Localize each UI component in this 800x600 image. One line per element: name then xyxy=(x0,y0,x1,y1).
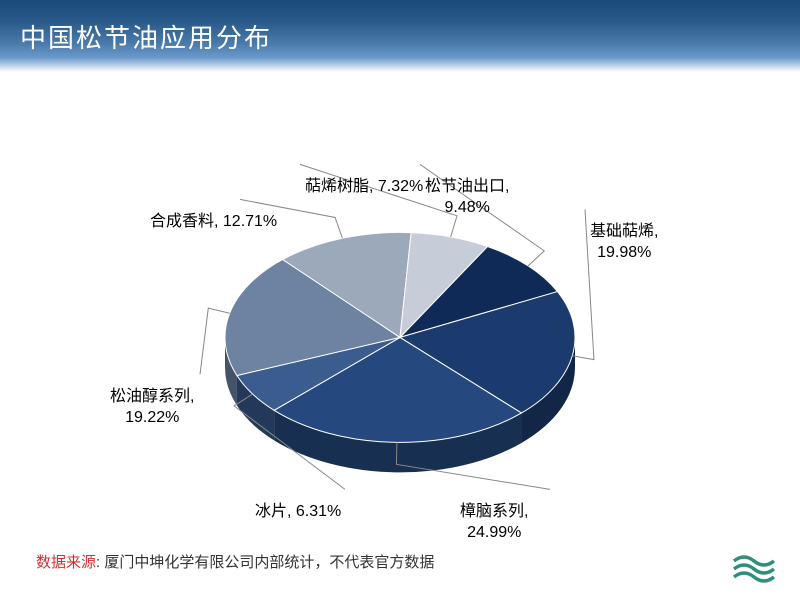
slice-label: 基础萜烯,19.98% xyxy=(590,222,658,264)
slice-label: 松节油出口,9.48% xyxy=(425,177,509,219)
slice-label: 松油醇系列,19.22% xyxy=(110,387,194,429)
company-logo-icon xyxy=(732,551,776,588)
slice-label: 樟脑系列, 24.99% xyxy=(460,502,528,544)
pie-chart: 松节油出口,9.48%基础萜烯,19.98%樟脑系列, 24.99%冰片, 6.… xyxy=(0,72,800,522)
source-text: : 厦门中坤化学有限公司内部统计，不代表官方数据 xyxy=(96,554,434,571)
pie-svg xyxy=(0,47,800,567)
data-source: 数据来源: 厦门中坤化学有限公司内部统计，不代表官方数据 xyxy=(36,551,434,572)
source-label: 数据来源 xyxy=(36,554,96,571)
slice-label: 萜烯树脂, 7.32% xyxy=(305,177,423,198)
slice-label: 冰片, 6.31% xyxy=(255,502,341,523)
page-title: 中国松节油应用分布 xyxy=(20,18,272,55)
slice-label: 合成香料, 12.71% xyxy=(150,212,277,233)
